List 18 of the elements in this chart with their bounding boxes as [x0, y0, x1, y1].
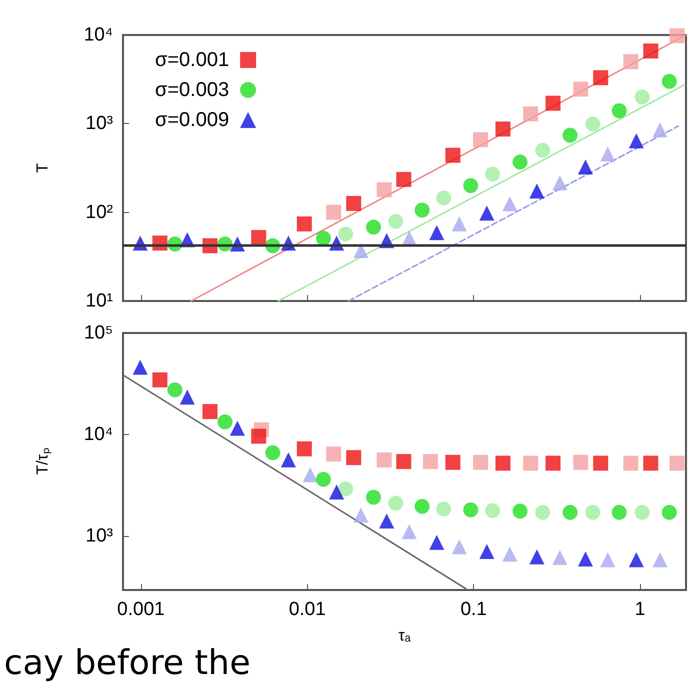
y-tick-label: 10²: [86, 202, 113, 223]
x-tick-label: 1: [634, 599, 646, 620]
y-tick-label: 10⁴: [84, 24, 113, 46]
y-tick-label: 10¹: [86, 290, 113, 312]
legend-label: σ=0.003: [154, 79, 230, 101]
legend-label: σ=0.009: [154, 109, 230, 131]
y-tick-label: 10³: [86, 113, 113, 134]
y-tick-label: 10³: [86, 525, 113, 546]
x-axis-title: τₐ: [398, 628, 412, 644]
y-axis-title: T: [34, 162, 52, 173]
x-tick-label: 0.01: [288, 599, 326, 620]
y-tick-label: 10⁴: [84, 424, 113, 445]
text: cay before the: [4, 643, 250, 683]
y-tick-label: 10⁵: [84, 322, 113, 344]
y-axis-title: T/τₚ: [34, 448, 52, 475]
x-tick-label: 0.1: [460, 599, 487, 620]
x-tick-label: 0.001: [117, 599, 165, 620]
legend-label: σ=0.001: [154, 49, 230, 71]
